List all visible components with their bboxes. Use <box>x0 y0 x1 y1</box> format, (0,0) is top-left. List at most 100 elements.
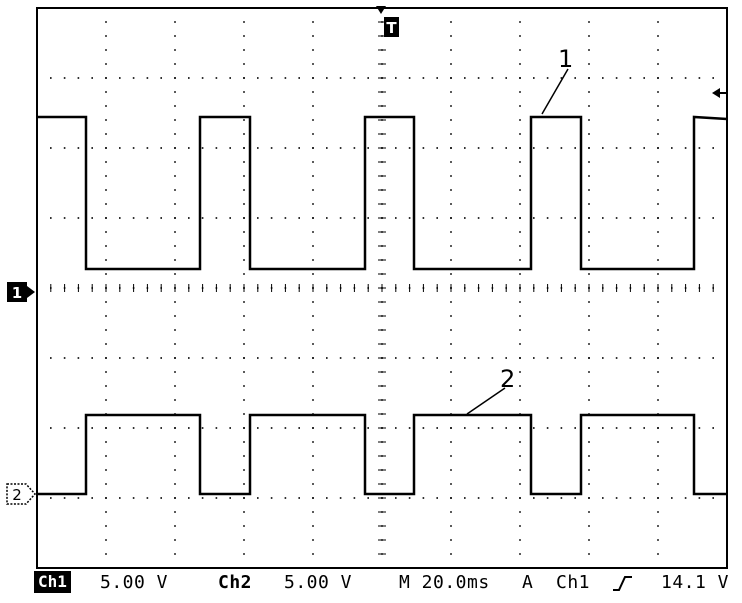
grid-dot <box>712 357 714 359</box>
grid-dot <box>312 91 314 93</box>
grid-dot <box>339 217 342 219</box>
grid-dot <box>491 497 494 499</box>
grid-dot <box>146 217 149 219</box>
grid-dot <box>450 245 452 247</box>
grid-dot <box>477 497 480 499</box>
grid-dot <box>174 203 176 205</box>
grid-dot <box>505 217 507 219</box>
grid-dot <box>436 497 438 499</box>
grid-dot <box>367 147 369 149</box>
grid-dot <box>422 217 425 219</box>
grid-dot <box>588 35 590 37</box>
grid-dot <box>450 7 452 9</box>
grid-dot <box>477 147 480 149</box>
grid-dot <box>450 77 452 79</box>
grid-dot <box>63 147 66 149</box>
grid-dot <box>726 357 728 359</box>
grid-dot <box>160 217 162 219</box>
grid-dot <box>602 497 604 499</box>
grid-dot <box>588 147 590 149</box>
grid-dot <box>105 427 107 429</box>
grid-dot <box>519 441 521 443</box>
grid-dot <box>450 217 452 219</box>
grid-dot <box>519 91 521 93</box>
grid-dot <box>174 329 176 331</box>
ch2-label: Ch2 <box>218 572 253 593</box>
grid-dot <box>588 483 590 485</box>
grid-dot <box>174 217 176 219</box>
grid-dot <box>657 91 659 93</box>
grid-dot <box>519 77 521 79</box>
grid-dot <box>312 217 314 219</box>
grid-dot <box>698 357 701 359</box>
grid-dot <box>643 217 645 219</box>
grid-dot <box>643 77 645 79</box>
grid-dot <box>105 77 107 79</box>
grid-dot <box>574 357 576 359</box>
grid-dot <box>201 77 204 79</box>
grid-dot <box>270 357 273 359</box>
grid-dot <box>243 399 245 401</box>
grid-dot <box>450 161 452 163</box>
grid-dot <box>174 63 176 65</box>
timebase-readout: M 20.0ms <box>399 572 490 593</box>
grid-dot <box>105 175 107 177</box>
grid-dot <box>436 77 438 79</box>
grid-dot <box>491 77 494 79</box>
grid-dot <box>519 35 521 37</box>
grid-dot <box>408 357 411 359</box>
grid-dot <box>229 147 231 149</box>
grid-dot <box>477 357 480 359</box>
grid-dot <box>105 441 107 443</box>
grid-dot <box>684 357 687 359</box>
grid-dot <box>588 133 590 135</box>
grid-dot <box>450 147 452 149</box>
grid-dot <box>546 217 549 219</box>
grid-dot <box>464 217 466 219</box>
grid-dot <box>602 217 604 219</box>
grid-dot <box>298 147 300 149</box>
grid-dot <box>63 217 66 219</box>
grid-dot <box>243 301 245 303</box>
grid-dot <box>215 427 218 429</box>
grid-dot <box>657 399 659 401</box>
grid-dot <box>77 427 80 429</box>
trigger-level: 14.1 V <box>661 572 730 593</box>
grid-dot <box>519 385 521 387</box>
grid-dot <box>588 567 590 569</box>
grid-dot <box>243 147 245 149</box>
grid-dot <box>243 329 245 331</box>
grid-dot <box>491 147 494 149</box>
grid-dot <box>312 385 314 387</box>
grid-dot <box>298 427 300 429</box>
grid-dot <box>160 77 162 79</box>
grid-dot <box>312 175 314 177</box>
grid-dot <box>712 427 714 429</box>
trigger-source: Ch1 <box>556 572 591 593</box>
grid-dot <box>588 63 590 65</box>
grid-dot <box>367 217 369 219</box>
grid-dot <box>588 49 590 51</box>
grid-dot <box>588 371 590 373</box>
grid-dot <box>188 357 190 359</box>
grid-dot <box>533 357 535 359</box>
grid-dot <box>312 259 314 261</box>
grid-dot <box>174 357 176 359</box>
grid-dot <box>519 105 521 107</box>
grid-dot <box>546 427 549 429</box>
grid-dot <box>657 427 659 429</box>
grid-dot <box>588 217 590 219</box>
grid-dot <box>519 147 521 149</box>
grid-dot <box>450 385 452 387</box>
grid-dot <box>215 147 218 149</box>
grid-dot <box>105 497 107 499</box>
grid-dot <box>105 105 107 107</box>
grid-dot <box>174 77 176 79</box>
grid-dot <box>657 217 659 219</box>
grid-dot <box>229 427 231 429</box>
grid-dot <box>588 77 590 79</box>
grid-dot <box>712 77 714 79</box>
grid-dot <box>146 77 149 79</box>
grid-dot <box>105 161 107 163</box>
grid-dot <box>339 497 342 499</box>
